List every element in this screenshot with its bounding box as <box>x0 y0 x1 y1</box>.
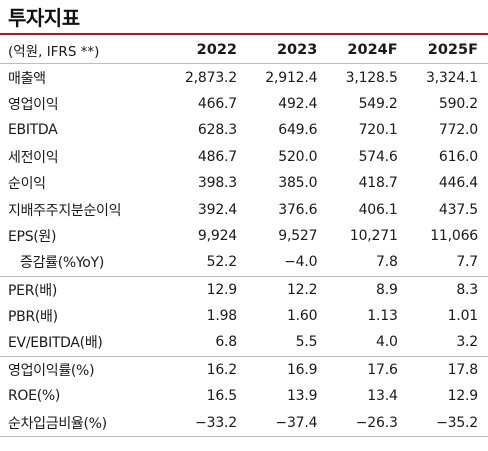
row-value: 628.3 <box>197 122 237 139</box>
row-label: 영업이익 <box>8 96 59 113</box>
row-value: 446.4 <box>438 175 478 192</box>
row-value: −35.2 <box>407 409 488 437</box>
row-value: 3.2 <box>407 329 488 357</box>
table-row: EBITDA 628.3 649.6 720.1 772.0 <box>0 117 488 143</box>
table-row: 영업이익 466.7 492.4 549.2 590.2 <box>0 91 488 117</box>
row-value: 12.2 <box>286 281 318 298</box>
row-value: 392.4 <box>197 201 237 218</box>
row-value: 1.98 <box>206 308 238 325</box>
row-label: 순차입금비율(%) <box>0 409 167 437</box>
row-label: 순이익 <box>8 176 46 193</box>
row-value: 418.7 <box>358 175 398 192</box>
row-value: 549.2 <box>358 95 398 112</box>
table-row: 지배주주지분순이익 392.4 376.6 406.1 437.5 <box>0 196 488 222</box>
indicators-table: (억원, IFRS **) 2022 2023 2024F 2025F 매출액 … <box>0 37 488 437</box>
year-header: 2023 <box>247 37 328 65</box>
row-value: 590.2 <box>438 95 478 112</box>
row-value: 9,924 <box>197 227 237 244</box>
row-value: 1.13 <box>367 308 398 325</box>
panel-title: 투자지표 <box>8 6 80 30</box>
row-value: 52.2 <box>166 249 247 277</box>
row-value: 376.6 <box>278 201 318 218</box>
table-row: 순이익 398.3 385.0 418.7 446.4 <box>0 170 488 196</box>
table-row: EPS(원) 9,924 9,527 10,271 11,066 <box>0 223 488 249</box>
row-value: 3,324.1 <box>425 69 478 86</box>
row-value: 406.1 <box>358 201 398 218</box>
row-label: PER(배) <box>8 282 58 299</box>
table-header-row: (억원, IFRS **) 2022 2023 2024F 2025F <box>0 37 488 65</box>
row-value: 2,873.2 <box>184 69 237 86</box>
row-value: 7.7 <box>407 249 488 277</box>
row-label: 세전이익 <box>8 149 59 166</box>
row-value: 649.6 <box>278 122 318 139</box>
row-value: 11,066 <box>430 227 478 244</box>
row-value: 8.3 <box>456 281 478 298</box>
row-value: 16.5 <box>206 388 238 405</box>
row-value: −33.2 <box>166 409 247 437</box>
row-label: ROE(%) <box>8 388 61 405</box>
row-value: 466.7 <box>197 95 237 112</box>
row-value: 616.0 <box>438 148 478 165</box>
row-label: EPS(원) <box>8 228 57 245</box>
row-value: 385.0 <box>278 175 318 192</box>
row-value: 4.0 <box>327 329 408 357</box>
row-value: 13.9 <box>286 388 318 405</box>
row-label: EV/EBITDA(배) <box>0 329 167 357</box>
row-value: 16.9 <box>286 361 318 378</box>
table-row: 세전이익 486.7 520.0 574.6 616.0 <box>0 144 488 170</box>
row-value: 9,527 <box>278 227 318 244</box>
row-value: 2,912.4 <box>265 69 318 86</box>
row-value: 398.3 <box>197 175 237 192</box>
row-value: 574.6 <box>358 148 398 165</box>
title-divider <box>0 33 488 35</box>
row-value: −4.0 <box>247 249 328 277</box>
table-row: 순차입금비율(%) −33.2 −37.4 −26.3 −35.2 <box>0 409 488 437</box>
year-header: 2025F <box>407 37 488 65</box>
row-value: 12.9 <box>447 388 479 405</box>
row-value: −37.4 <box>247 409 328 437</box>
row-value: 437.5 <box>438 201 478 218</box>
row-value: 7.8 <box>327 249 408 277</box>
row-label: 매출액 <box>8 70 46 87</box>
row-label: 증감률(%YoY) <box>0 249 167 277</box>
year-header: 2022 <box>166 37 247 65</box>
year-header: 2024F <box>327 37 408 65</box>
table-row: EV/EBITDA(배) 6.8 5.5 4.0 3.2 <box>0 329 488 357</box>
row-value: 1.01 <box>447 308 479 325</box>
row-value: 17.8 <box>447 361 479 378</box>
row-value: −26.3 <box>327 409 408 437</box>
row-label: PBR(배) <box>8 309 58 326</box>
unit-label: (억원, IFRS **) <box>0 37 167 65</box>
row-value: 16.2 <box>206 361 238 378</box>
row-label: 지배주주지분순이익 <box>8 202 122 219</box>
row-label: EBITDA <box>8 122 58 139</box>
row-label: 영업이익률(%) <box>8 362 95 379</box>
row-value: 10,271 <box>349 227 398 244</box>
row-value: 1.60 <box>286 308 318 325</box>
row-value: 5.5 <box>247 329 328 357</box>
table-row: PBR(배) 1.98 1.60 1.13 1.01 <box>0 303 488 329</box>
table-row: PER(배) 12.9 12.2 8.9 8.3 <box>0 276 488 303</box>
row-value: 12.9 <box>206 281 238 298</box>
row-value: 772.0 <box>438 122 478 139</box>
row-value: 6.8 <box>166 329 247 357</box>
table-row: ROE(%) 16.5 13.9 13.4 12.9 <box>0 383 488 409</box>
row-value: 486.7 <box>197 148 237 165</box>
row-value: 8.9 <box>375 281 398 298</box>
table-row: 영업이익률(%) 16.2 16.9 17.6 17.8 <box>0 356 488 383</box>
row-value: 720.1 <box>358 122 398 139</box>
table-row: 매출액 2,873.2 2,912.4 3,128.5 3,324.1 <box>0 64 488 91</box>
row-value: 13.4 <box>367 388 398 405</box>
row-value: 17.6 <box>367 361 398 378</box>
row-value: 520.0 <box>278 148 318 165</box>
row-value: 492.4 <box>278 95 318 112</box>
table-row: 증감률(%YoY) 52.2 −4.0 7.8 7.7 <box>0 249 488 277</box>
row-value: 3,128.5 <box>345 69 398 86</box>
